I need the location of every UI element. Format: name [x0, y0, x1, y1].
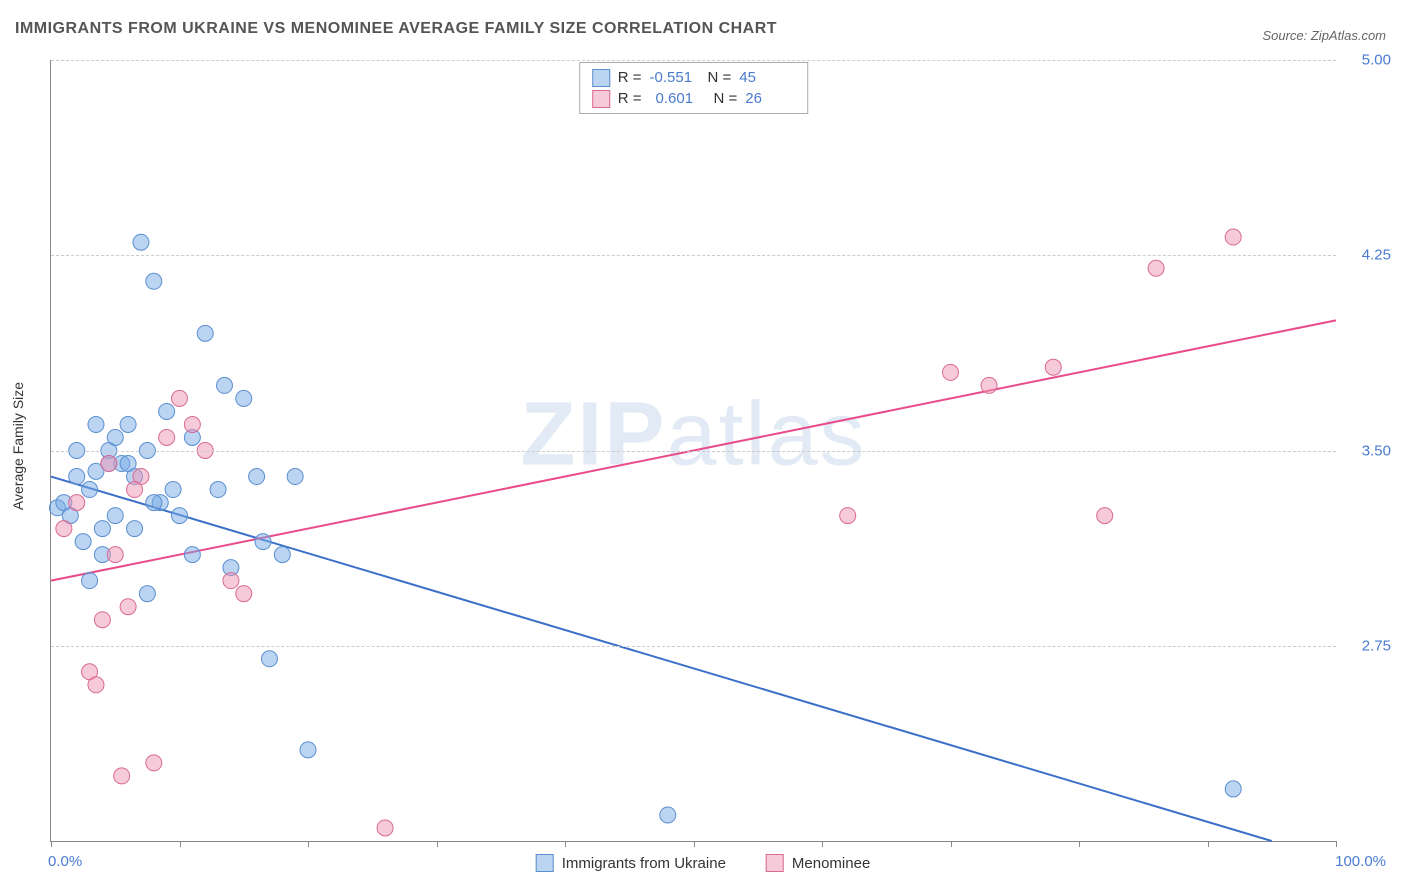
y-tick-label: 4.25 — [1362, 247, 1391, 264]
data-point-pink — [236, 586, 252, 602]
data-point-blue — [236, 390, 252, 406]
x-tick — [437, 841, 438, 847]
source-attribution: Source: ZipAtlas.com — [1262, 28, 1386, 43]
data-point-pink — [840, 508, 856, 524]
legend-swatch-blue-icon — [536, 854, 554, 872]
data-point-blue — [274, 547, 290, 563]
x-tick — [308, 841, 309, 847]
gridline — [51, 451, 1336, 452]
data-point-pink — [377, 820, 393, 836]
data-point-blue — [146, 495, 162, 511]
data-point-pink — [223, 573, 239, 589]
x-tick — [694, 841, 695, 847]
data-point-pink — [172, 390, 188, 406]
y-axis-label: Average Family Size — [10, 382, 26, 510]
data-point-pink — [69, 495, 85, 511]
data-point-blue — [82, 482, 98, 498]
x-tick — [565, 841, 566, 847]
data-point-pink — [981, 377, 997, 393]
x-tick — [1079, 841, 1080, 847]
data-point-pink — [146, 755, 162, 771]
data-point-blue — [172, 508, 188, 524]
data-point-blue — [159, 403, 175, 419]
data-point-blue — [210, 482, 226, 498]
data-point-pink — [1045, 359, 1061, 375]
bottom-legend: Immigrants from Ukraine Menominee — [536, 854, 871, 872]
chart-title: IMMIGRANTS FROM UKRAINE VS MENOMINEE AVE… — [15, 20, 777, 38]
data-point-pink — [159, 429, 175, 445]
y-tick-label: 2.75 — [1362, 637, 1391, 654]
x-tick — [822, 841, 823, 847]
data-point-blue — [127, 521, 143, 537]
gridline — [51, 60, 1336, 61]
data-point-blue — [120, 456, 136, 472]
data-point-pink — [101, 456, 117, 472]
x-tick — [51, 841, 52, 847]
legend-item-blue: Immigrants from Ukraine — [536, 854, 726, 872]
y-tick-label: 5.00 — [1362, 52, 1391, 69]
y-tick-label: 3.50 — [1362, 442, 1391, 459]
data-point-blue — [216, 377, 232, 393]
gridline — [51, 255, 1336, 256]
data-point-pink — [184, 416, 200, 432]
legend-swatch-pink-icon — [766, 854, 784, 872]
data-point-blue — [255, 534, 271, 550]
data-point-blue — [88, 416, 104, 432]
data-point-blue — [261, 651, 277, 667]
data-point-pink — [88, 677, 104, 693]
data-point-pink — [114, 768, 130, 784]
data-point-blue — [69, 469, 85, 485]
data-point-blue — [107, 429, 123, 445]
data-point-blue — [249, 469, 265, 485]
data-point-blue — [660, 807, 676, 823]
plot-area: ZIPatlas R = -0.551 N = 45 R = 0.601 N =… — [50, 60, 1336, 842]
legend-label-blue: Immigrants from Ukraine — [562, 855, 726, 872]
data-point-pink — [1225, 229, 1241, 245]
data-point-pink — [1097, 508, 1113, 524]
trendline-blue — [51, 477, 1272, 841]
chart-container: IMMIGRANTS FROM UKRAINE VS MENOMINEE AVE… — [0, 0, 1406, 892]
data-point-pink — [1148, 260, 1164, 276]
gridline — [51, 646, 1336, 647]
data-point-pink — [94, 612, 110, 628]
x-axis-max-label: 100.0% — [1335, 853, 1386, 870]
data-point-blue — [107, 508, 123, 524]
data-point-pink — [56, 521, 72, 537]
x-tick — [1208, 841, 1209, 847]
data-point-pink — [127, 482, 143, 498]
x-tick — [951, 841, 952, 847]
data-point-blue — [94, 521, 110, 537]
data-point-blue — [82, 573, 98, 589]
data-point-blue — [197, 325, 213, 341]
x-tick — [1336, 841, 1337, 847]
data-point-blue — [287, 469, 303, 485]
x-tick — [180, 841, 181, 847]
x-axis-min-label: 0.0% — [48, 853, 82, 870]
data-point-blue — [120, 416, 136, 432]
data-point-blue — [146, 273, 162, 289]
data-point-blue — [165, 482, 181, 498]
legend-item-pink: Menominee — [766, 854, 870, 872]
data-point-blue — [75, 534, 91, 550]
data-point-blue — [300, 742, 316, 758]
data-point-pink — [943, 364, 959, 380]
data-point-blue — [1225, 781, 1241, 797]
data-point-blue — [133, 234, 149, 250]
legend-label-pink: Menominee — [792, 855, 870, 872]
data-point-pink — [107, 547, 123, 563]
data-point-pink — [120, 599, 136, 615]
data-point-blue — [139, 586, 155, 602]
data-point-blue — [184, 547, 200, 563]
